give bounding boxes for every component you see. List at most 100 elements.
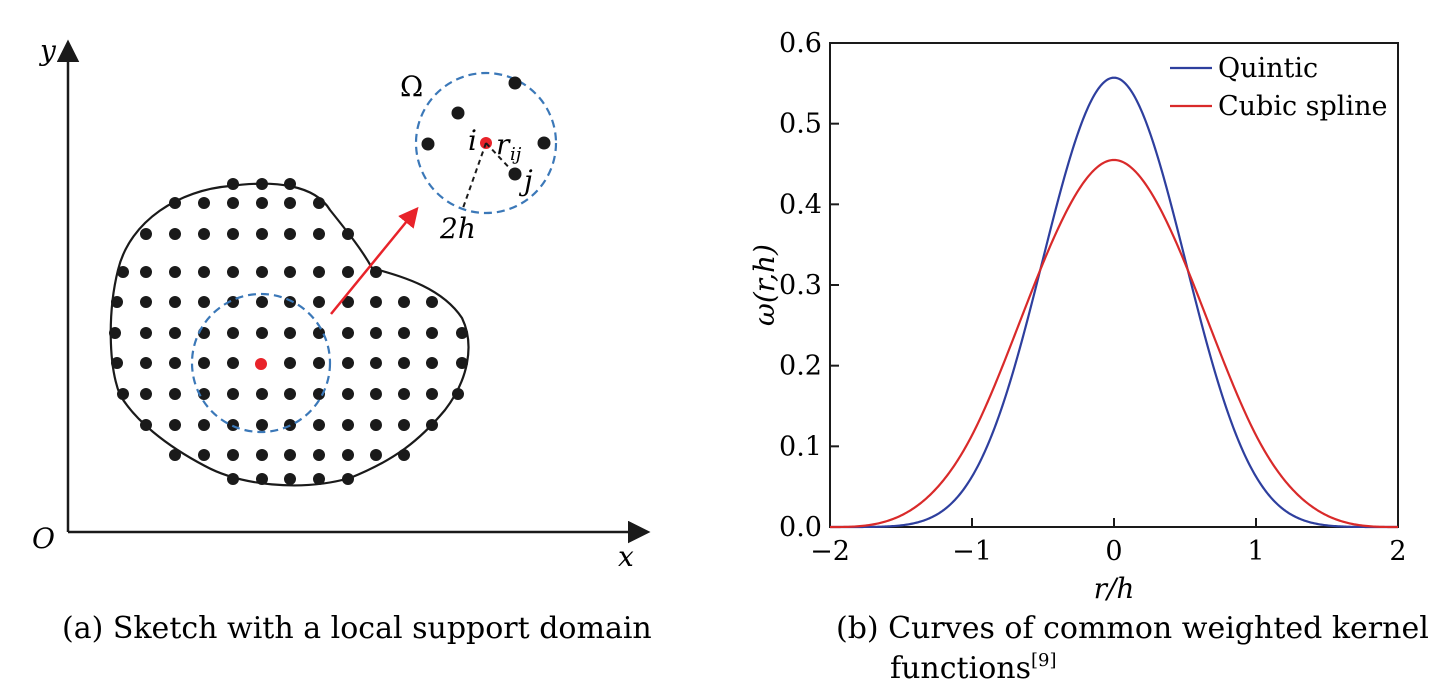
y-tick-label: 0.1 [779,431,822,462]
particle [227,296,239,308]
particle [140,266,152,278]
particle [169,266,181,278]
particle [169,228,181,240]
particle [227,357,239,369]
particle [169,327,181,339]
particle [169,419,181,431]
particle [313,449,325,461]
particle [140,388,152,400]
label-j: j [518,164,533,197]
particle [169,388,181,400]
particle [256,473,268,485]
particle [256,266,268,278]
particle [169,449,181,461]
particle [426,296,438,308]
particle [313,197,325,209]
particle [313,266,325,278]
particle [398,419,410,431]
particle [198,296,210,308]
kernel-chart: −2 −1 0 1 2 0.0 0.1 0.2 0.3 0.4 0.5 0.6 Quintic Cub… [748,28,1429,686]
caption-a: (a) Sketch with a local support domain [62,611,652,646]
y-tick-label: 0.5 [779,109,822,140]
particle [111,357,123,369]
particle [313,357,325,369]
particle [256,296,268,308]
rij-line [485,142,516,175]
particle [284,388,296,400]
particle [342,327,354,339]
particle [284,228,296,240]
particle [342,357,354,369]
omega-label: Ω [400,70,423,103]
y-tick-label: 0.2 [779,351,822,382]
particle [227,178,239,190]
x-axis-label: x [618,540,634,573]
particle [370,357,382,369]
center-particle [255,358,267,370]
x-tick-label: 0 [1105,536,1122,567]
x-tick-label: −2 [810,536,850,567]
particle [256,178,268,190]
particle [370,327,382,339]
y-tick-label: 0.6 [779,28,822,59]
particle [370,266,382,278]
particle [313,228,325,240]
particle [256,419,268,431]
legend-label-cubic: Cubic spline [1218,91,1387,122]
caption-b-line2: functions[9] [890,650,1056,686]
particle [452,388,464,400]
particle [256,327,268,339]
particle [169,296,181,308]
particle [284,178,296,190]
label-2h: 2h [439,212,476,245]
particle [109,327,121,339]
particle [398,357,410,369]
label-rij: r [496,128,511,161]
particle [198,228,210,240]
particle [342,449,354,461]
particle [169,197,181,209]
caption-b-text: functions [890,651,1031,686]
particle [169,357,181,369]
particle [198,449,210,461]
particle [140,419,152,431]
particle [370,296,382,308]
axis-ticks: −2 −1 0 1 2 0.0 0.1 0.2 0.3 0.4 0.5 0.6 [779,28,1407,567]
particle [313,419,325,431]
particle [398,388,410,400]
particle [198,388,210,400]
particle [313,327,325,339]
radius-2h-line [462,142,487,209]
particle [117,388,129,400]
series-cubic-line [830,158,1398,529]
zoom-particle [451,106,465,120]
x-tick-label: 2 [1389,536,1406,567]
particle [227,388,239,400]
particle [117,266,129,278]
particle [111,296,123,308]
particle [227,228,239,240]
particle [256,388,268,400]
particle [313,473,325,485]
y-tick-label: 0.0 [779,512,822,543]
zoomed-support-domain [414,71,558,215]
particle [198,197,210,209]
particle [342,388,354,400]
origin-label: O [32,522,55,555]
particle [227,266,239,278]
particle [456,327,468,339]
particle [198,357,210,369]
particle [198,266,210,278]
particle [227,473,239,485]
x-axis-title: r/h [1094,572,1135,605]
particle [140,228,152,240]
particle [284,266,296,278]
label-rij-sub: ij [510,144,522,165]
particle [198,419,210,431]
particle [426,357,438,369]
particle [256,449,268,461]
particle [256,197,268,209]
caption-b-line1: (b) Curves of common weighted kernel [836,611,1429,646]
particle [284,449,296,461]
